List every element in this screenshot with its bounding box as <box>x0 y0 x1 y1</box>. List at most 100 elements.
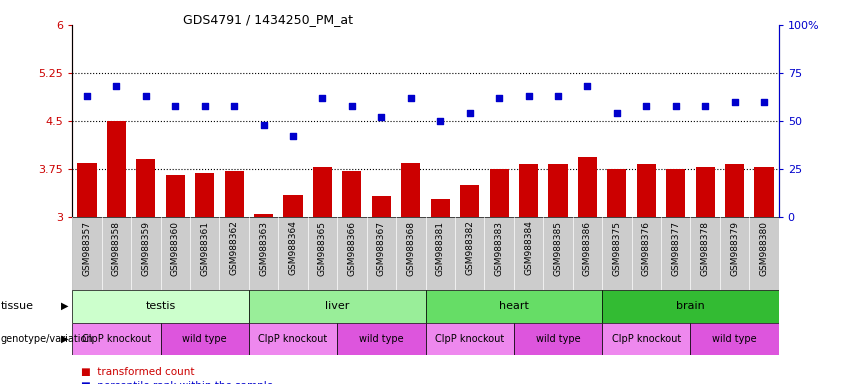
Text: GSM988378: GSM988378 <box>700 220 710 276</box>
Text: wild type: wild type <box>535 334 580 344</box>
Text: GDS4791 / 1434250_PM_at: GDS4791 / 1434250_PM_at <box>183 13 353 26</box>
Point <box>227 103 241 109</box>
Bar <box>283 195 303 217</box>
Bar <box>608 169 626 217</box>
Text: liver: liver <box>325 301 350 311</box>
Bar <box>548 164 568 217</box>
Bar <box>254 214 273 217</box>
Bar <box>578 157 597 217</box>
Text: GSM988362: GSM988362 <box>230 220 238 275</box>
Bar <box>754 167 774 217</box>
Text: GSM988381: GSM988381 <box>436 220 445 276</box>
Bar <box>725 164 744 217</box>
Point <box>728 99 741 105</box>
Bar <box>195 174 214 217</box>
Text: ClpP knockout: ClpP knockout <box>259 334 328 344</box>
Point <box>551 93 565 99</box>
Text: GSM988358: GSM988358 <box>112 220 121 276</box>
Text: GSM988379: GSM988379 <box>730 220 739 276</box>
Bar <box>72 217 779 290</box>
Bar <box>337 323 426 355</box>
Text: GSM988357: GSM988357 <box>83 220 92 276</box>
Bar <box>514 323 602 355</box>
Text: ▶: ▶ <box>60 334 68 344</box>
Text: GSM988367: GSM988367 <box>377 220 386 276</box>
Point <box>374 114 388 120</box>
Bar <box>248 323 337 355</box>
Point <box>699 103 712 109</box>
Text: GSM988377: GSM988377 <box>671 220 680 276</box>
Bar <box>426 290 602 323</box>
Point <box>522 93 535 99</box>
Bar <box>666 169 685 217</box>
Bar <box>372 197 391 217</box>
Bar <box>690 323 779 355</box>
Bar <box>695 167 715 217</box>
Bar <box>602 323 690 355</box>
Text: GSM988384: GSM988384 <box>524 220 533 275</box>
Bar <box>136 159 156 217</box>
Text: GSM988359: GSM988359 <box>141 220 151 276</box>
Bar <box>431 199 450 217</box>
Point <box>80 93 94 99</box>
Bar <box>401 162 420 217</box>
Point <box>639 103 653 109</box>
Text: GSM988382: GSM988382 <box>465 220 474 275</box>
Text: GSM988368: GSM988368 <box>406 220 415 276</box>
Bar <box>248 290 426 323</box>
Point <box>286 133 300 139</box>
Text: GSM988361: GSM988361 <box>200 220 209 276</box>
Text: wild type: wild type <box>182 334 227 344</box>
Bar <box>519 164 538 217</box>
Text: wild type: wild type <box>359 334 403 344</box>
Bar <box>225 171 243 217</box>
Text: genotype/variation: genotype/variation <box>1 334 94 344</box>
Text: GSM988375: GSM988375 <box>613 220 621 276</box>
Text: brain: brain <box>676 301 705 311</box>
Text: wild type: wild type <box>712 334 757 344</box>
Text: testis: testis <box>146 301 176 311</box>
Text: ClpP knockout: ClpP knockout <box>82 334 151 344</box>
Bar <box>72 323 161 355</box>
Bar <box>161 323 248 355</box>
Point <box>139 93 152 99</box>
Text: GSM988385: GSM988385 <box>553 220 563 276</box>
Text: GSM988380: GSM988380 <box>759 220 768 276</box>
Text: GSM988364: GSM988364 <box>288 220 298 275</box>
Bar <box>166 175 185 217</box>
Text: heart: heart <box>499 301 528 311</box>
Text: ■  transformed count: ■ transformed count <box>81 367 194 377</box>
Bar <box>77 162 97 217</box>
Bar <box>426 323 514 355</box>
Text: ClpP knockout: ClpP knockout <box>435 334 505 344</box>
Text: GSM988363: GSM988363 <box>260 220 268 276</box>
Text: GSM988365: GSM988365 <box>318 220 327 276</box>
Bar <box>313 167 332 217</box>
Point <box>404 95 418 101</box>
Point <box>580 83 594 89</box>
Point <box>198 103 212 109</box>
Point <box>168 103 182 109</box>
Text: ClpP knockout: ClpP knockout <box>612 334 681 344</box>
Point <box>257 122 271 128</box>
Point <box>463 110 477 116</box>
Point <box>346 103 359 109</box>
Point <box>433 118 447 124</box>
Text: tissue: tissue <box>1 301 34 311</box>
Point <box>610 110 624 116</box>
Text: GSM988386: GSM988386 <box>583 220 591 276</box>
Text: GSM988376: GSM988376 <box>642 220 651 276</box>
Bar <box>342 171 362 217</box>
Text: GSM988383: GSM988383 <box>494 220 504 276</box>
Text: GSM988366: GSM988366 <box>347 220 357 276</box>
Bar <box>637 164 656 217</box>
Point <box>757 99 771 105</box>
Text: ▶: ▶ <box>60 301 68 311</box>
Bar <box>489 169 509 217</box>
Point <box>316 95 329 101</box>
Point <box>492 95 505 101</box>
Point <box>110 83 123 89</box>
Point <box>669 103 683 109</box>
Bar <box>602 290 779 323</box>
Text: ■  percentile rank within the sample: ■ percentile rank within the sample <box>81 381 273 384</box>
